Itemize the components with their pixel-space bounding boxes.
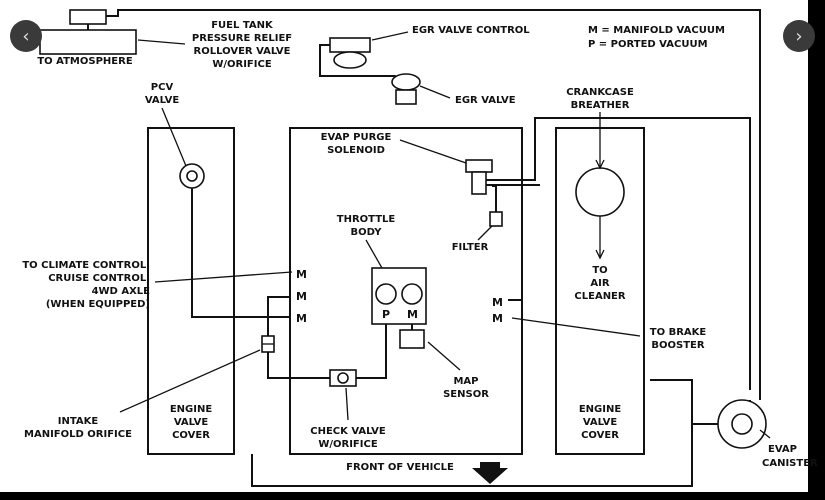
svg-text:CLEANER: CLEANER xyxy=(574,291,625,302)
check-valve xyxy=(329,369,357,387)
svg-text:ENGINE: ENGINE xyxy=(170,404,212,415)
throttle-body: P M xyxy=(371,267,427,325)
svg-text:TO: TO xyxy=(592,265,607,276)
right-valve-cover-label: ENGINE VALVE COVER xyxy=(579,404,621,441)
svg-text:MANIFOLD ORIFICE: MANIFOLD ORIFICE xyxy=(24,429,132,440)
legend-manifold-vacuum: M = MANIFOLD VACUUM xyxy=(588,25,725,36)
left-valve-cover-label: ENGINE VALVE COVER xyxy=(170,404,212,441)
svg-text:(WHEN EQUIPPED): (WHEN EQUIPPED) xyxy=(46,299,150,310)
map-sensor-label: MAP SENSOR xyxy=(443,376,489,400)
crankcase-breather xyxy=(575,167,625,217)
evap-canister xyxy=(717,399,767,449)
map-sensor xyxy=(399,329,425,349)
svg-text:AIR: AIR xyxy=(590,278,609,289)
svg-text:BOOSTER: BOOSTER xyxy=(651,340,704,351)
evap-purge-solenoid-label: EVAP PURGE SOLENOID xyxy=(321,132,392,156)
port-m-throttle: M xyxy=(407,308,418,321)
egr-valve-label: EGR VALVE xyxy=(455,95,516,106)
port-m-5: M xyxy=(492,312,503,325)
svg-text:W/ORIFICE: W/ORIFICE xyxy=(212,59,271,70)
throttle-body-label: THROTTLE BODY xyxy=(337,214,396,238)
evap-purge-solenoid xyxy=(465,159,493,195)
air-cleaner-label: TO AIR CLEANER xyxy=(574,265,625,302)
evap-canister-label: EVAP CANISTER xyxy=(762,444,818,469)
svg-text:TO BRAKE: TO BRAKE xyxy=(650,327,707,338)
intake-orifice-label: INTAKE MANIFOLD ORIFICE xyxy=(24,416,132,440)
svg-text:COVER: COVER xyxy=(581,430,619,441)
svg-text:COVER: COVER xyxy=(172,430,210,441)
filter-label: FILTER xyxy=(452,242,489,253)
svg-text:ENGINE: ENGINE xyxy=(579,404,621,415)
svg-text:PCV: PCV xyxy=(151,82,174,93)
port-m-1: M xyxy=(296,268,307,281)
chevron-left-icon: ‹ xyxy=(22,25,30,47)
svg-text:INTAKE: INTAKE xyxy=(58,416,99,427)
filter xyxy=(489,211,503,227)
svg-text:VALVE: VALVE xyxy=(145,95,180,106)
svg-text:4WD AXLE: 4WD AXLE xyxy=(92,286,151,297)
brake-booster-label: TO BRAKE BOOSTER xyxy=(650,327,707,351)
next-image-button[interactable]: › xyxy=(783,20,815,52)
legend-ported-vacuum: P = PORTED VACUUM xyxy=(588,39,708,50)
rollover-valve xyxy=(39,9,761,400)
svg-text:BREATHER: BREATHER xyxy=(571,100,630,111)
front-arrow-icon xyxy=(472,462,508,484)
svg-text:BODY: BODY xyxy=(351,227,383,238)
port-p: P xyxy=(382,308,390,321)
svg-text:VALVE: VALVE xyxy=(583,417,618,428)
svg-text:W/ORIFICE: W/ORIFICE xyxy=(318,439,377,450)
svg-text:EVAP: EVAP xyxy=(768,444,797,455)
egr-valve-control-label: EGR VALVE CONTROL xyxy=(412,25,530,36)
check-valve-label: CHECK VALVE W/ORIFICE xyxy=(310,426,386,450)
port-m-2: M xyxy=(296,290,307,303)
svg-text:PRESSURE RELIEF: PRESSURE RELIEF xyxy=(192,33,292,44)
chevron-right-icon: › xyxy=(795,25,803,47)
svg-text:FUEL TANK: FUEL TANK xyxy=(211,20,274,31)
fuel-tank-valve-label: FUEL TANK PRESSURE RELIEF ROLLOVER VALVE… xyxy=(192,20,292,70)
svg-text:CRANKCASE: CRANKCASE xyxy=(566,87,634,98)
svg-text:CRUISE CONTROL,: CRUISE CONTROL, xyxy=(48,273,150,284)
pcv-valve xyxy=(179,163,205,189)
port-m-4: M xyxy=(492,296,503,309)
port-m-3: M xyxy=(296,312,307,325)
svg-text:EVAP PURGE: EVAP PURGE xyxy=(321,132,392,143)
crankcase-breather-label: CRANKCASE BREATHER xyxy=(566,87,634,111)
left-engine-valve-cover xyxy=(147,127,235,455)
svg-text:SOLENOID: SOLENOID xyxy=(327,145,385,156)
to-atmosphere-label: TO ATMOSPHERE xyxy=(37,56,132,67)
svg-text:MAP: MAP xyxy=(453,376,478,387)
svg-text:CANISTER: CANISTER xyxy=(762,458,818,469)
front-of-vehicle-label: FRONT OF VEHICLE xyxy=(346,462,454,473)
svg-text:VALVE: VALVE xyxy=(174,417,209,428)
svg-text:SENSOR: SENSOR xyxy=(443,389,489,400)
previous-image-button[interactable]: ‹ xyxy=(10,20,42,52)
climate-control-label: TO CLIMATE CONTROL, CRUISE CONTROL, 4WD … xyxy=(22,260,150,310)
egr-valve xyxy=(391,73,421,105)
intake-manifold-orifice xyxy=(261,335,275,353)
svg-text:CHECK VALVE: CHECK VALVE xyxy=(310,426,386,437)
svg-text:THROTTLE: THROTTLE xyxy=(337,214,396,225)
svg-text:TO CLIMATE CONTROL,: TO CLIMATE CONTROL, xyxy=(22,260,150,271)
pcv-valve-label: PCV VALVE xyxy=(145,82,180,106)
svg-text:ROLLOVER VALVE: ROLLOVER VALVE xyxy=(194,46,291,57)
